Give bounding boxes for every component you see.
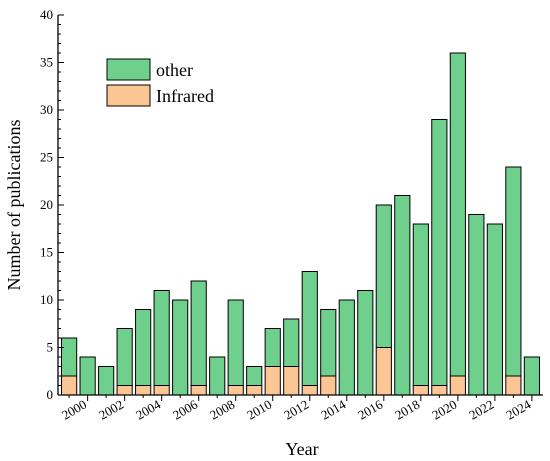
bar-other-2024 — [523, 356, 540, 396]
bar-infrared-1999 — [61, 375, 78, 396]
bar-other-2005 — [172, 299, 189, 396]
bar-other-2004 — [153, 290, 170, 386]
bar-infrared-2020 — [449, 375, 466, 396]
bar-other-2023 — [505, 166, 522, 377]
bar-other-2020 — [449, 52, 466, 377]
bar-infrared-2008 — [227, 385, 244, 396]
y-tick-label: 5 — [47, 340, 54, 355]
y-tick-label: 10 — [40, 292, 53, 307]
legend-label-infrared: Infrared — [156, 86, 214, 106]
bar-other-2012 — [301, 271, 318, 386]
y-tick-label: 35 — [40, 55, 53, 70]
bar-other-2008 — [227, 299, 244, 386]
bar-infrared-2023 — [505, 375, 522, 396]
bar-other-2014 — [338, 299, 355, 396]
bar-other-2017 — [394, 195, 411, 396]
y-tick-label: 25 — [40, 150, 53, 165]
bar-other-2000 — [79, 356, 96, 396]
x-tick-label: 2016 — [355, 396, 385, 422]
bar-infrared-2009 — [246, 385, 263, 396]
y-tick-label: 20 — [40, 197, 53, 212]
bar-other-1999 — [61, 337, 78, 377]
bar-infrared-2002 — [116, 385, 133, 396]
x-tick-label: 2006 — [170, 396, 200, 422]
x-tick-label: 2008 — [207, 397, 237, 423]
bar-other-2009 — [246, 366, 263, 386]
bar-other-2003 — [135, 309, 152, 386]
bar-other-2007 — [209, 356, 226, 396]
x-tick-label: 2014 — [318, 396, 348, 422]
bar-other-2006 — [190, 280, 207, 386]
bar-infrared-2018 — [412, 385, 429, 396]
bar-other-2002 — [116, 328, 133, 386]
legend-label-other: other — [156, 60, 193, 80]
bar-infrared-2010 — [264, 366, 281, 396]
bar-infrared-2013 — [320, 375, 337, 396]
y-tick-label: 30 — [40, 102, 53, 117]
bar-other-2022 — [486, 223, 503, 396]
x-axis-title: Year — [285, 439, 318, 459]
x-tick-label: 2012 — [281, 397, 311, 423]
bar-other-2016 — [375, 204, 392, 348]
x-tick-label: 2018 — [392, 397, 422, 423]
bar-other-2021 — [468, 214, 485, 396]
x-tick-label: 2020 — [429, 397, 459, 423]
y-axis-title: Number of publications — [4, 120, 24, 291]
bar-other-2018 — [412, 223, 429, 386]
x-tick-label: 2004 — [133, 396, 163, 422]
x-tick-label: 2000 — [59, 397, 89, 423]
x-tick-label: 2010 — [244, 397, 274, 423]
bar-infrared-2003 — [135, 385, 152, 396]
bar-infrared-2019 — [431, 385, 448, 396]
bar-infrared-2016 — [375, 347, 392, 396]
bar-infrared-2004 — [153, 385, 170, 396]
legend-swatch-other — [106, 58, 151, 81]
x-tick-label: 2022 — [466, 397, 496, 423]
legend: other Infrared — [106, 58, 214, 107]
bar-infrared-2011 — [283, 366, 300, 396]
bar-other-2001 — [98, 366, 115, 396]
bar-infrared-2012 — [301, 385, 318, 396]
legend-swatch-infrared — [106, 84, 151, 107]
bar-infrared-2006 — [190, 385, 207, 396]
bar-other-2015 — [357, 290, 374, 396]
bar-other-2013 — [320, 309, 337, 377]
bar-other-2011 — [283, 318, 300, 367]
x-tick-label: 2002 — [96, 397, 126, 423]
y-tick-label: 0 — [47, 387, 54, 402]
bar-other-2019 — [431, 119, 448, 386]
bar-other-2010 — [264, 328, 281, 367]
x-tick-label: 2024 — [503, 396, 533, 422]
bars-group — [61, 52, 540, 396]
y-tick-label: 40 — [40, 7, 53, 22]
y-tick-label: 15 — [40, 245, 53, 260]
